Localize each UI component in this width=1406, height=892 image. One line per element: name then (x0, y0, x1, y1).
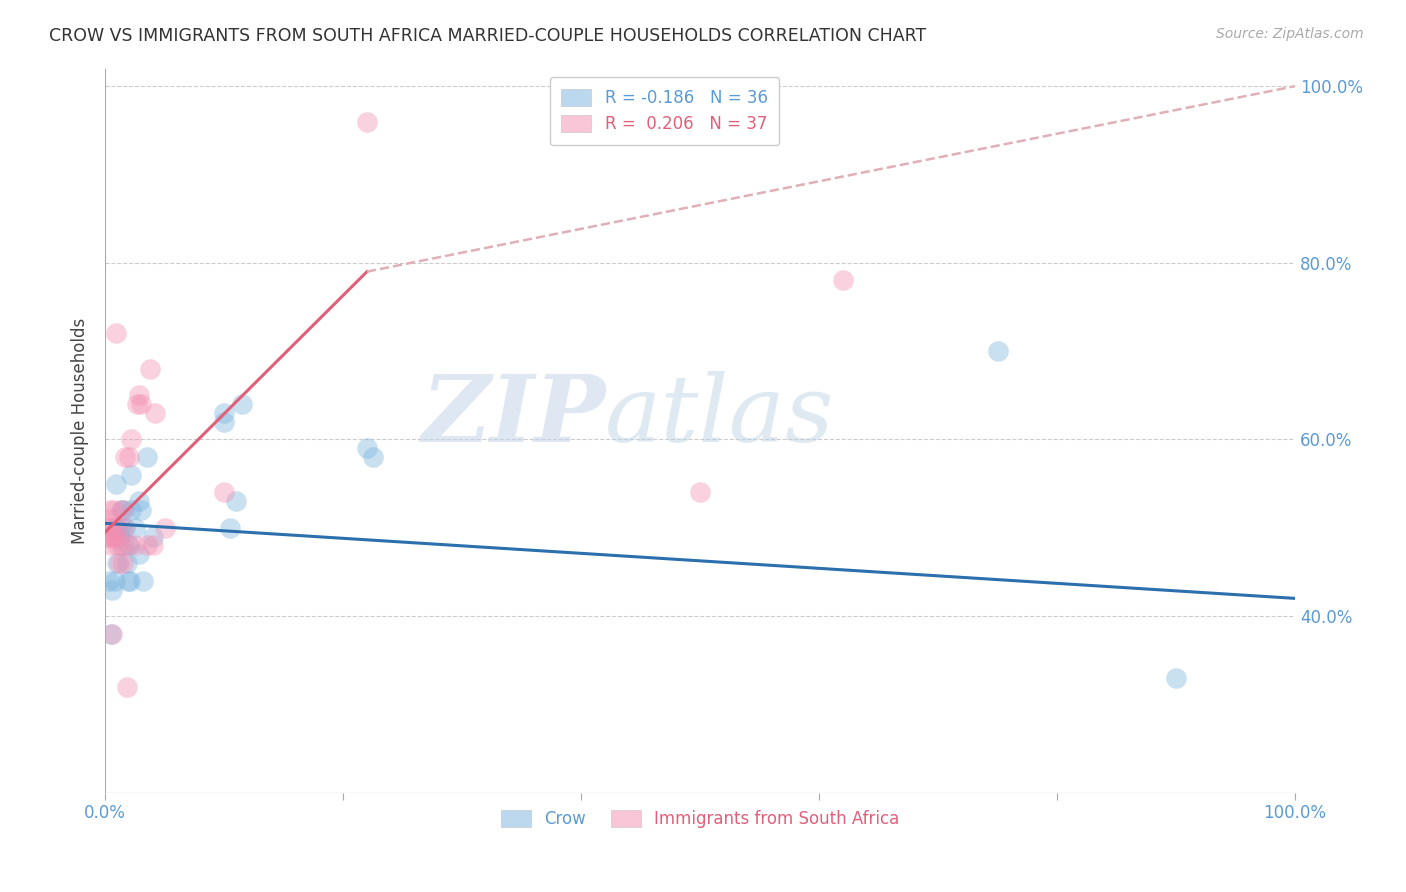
Point (135, 538, 157, 552)
Point (104, 326, 127, 341)
Point (1164, 671, 1187, 685)
Point (120, 467, 142, 482)
Point (120, 433, 142, 447)
Text: Source: ZipAtlas.com: Source: ZipAtlas.com (1216, 27, 1364, 41)
Point (128, 388, 150, 402)
Point (356, 442, 378, 456)
Point (118, 538, 141, 552)
Y-axis label: Married-couple Households: Married-couple Households (72, 318, 89, 544)
Point (100, 538, 122, 552)
Point (129, 397, 152, 411)
Point (112, 521, 135, 535)
Point (108, 530, 131, 544)
Point (231, 397, 253, 411)
Point (97, 530, 120, 544)
Point (128, 494, 150, 508)
Point (987, 344, 1010, 359)
Point (105, 521, 128, 535)
Point (115, 556, 138, 570)
Point (104, 574, 127, 588)
Point (105, 538, 128, 552)
Text: CROW VS IMMIGRANTS FROM SOUTH AFRICA MARRIED-COUPLE HOUSEHOLDS CORRELATION CHART: CROW VS IMMIGRANTS FROM SOUTH AFRICA MAR… (49, 27, 927, 45)
Point (143, 406, 166, 420)
Point (110, 503, 132, 517)
Point (120, 574, 142, 588)
Point (124, 538, 146, 552)
Point (114, 521, 136, 535)
Point (117, 574, 139, 588)
Point (104, 530, 127, 544)
Point (98, 530, 121, 544)
Point (689, 485, 711, 500)
Point (212, 415, 235, 429)
Point (111, 503, 134, 517)
Point (127, 397, 149, 411)
Point (105, 556, 128, 570)
Point (104, 521, 127, 535)
Point (105, 521, 128, 535)
Point (831, 273, 853, 287)
Text: ZIP: ZIP (420, 371, 605, 461)
Point (98, 503, 121, 517)
Point (120, 503, 142, 517)
Point (103, 503, 125, 517)
Point (97, 521, 120, 535)
Point (103, 530, 125, 544)
Point (361, 450, 384, 464)
Point (153, 521, 176, 535)
Point (212, 485, 235, 500)
Legend: Crow, Immigrants from South Africa: Crow, Immigrants from South Africa (494, 804, 905, 835)
Point (135, 450, 157, 464)
Point (108, 556, 131, 570)
Point (100, 626, 122, 640)
Point (225, 494, 247, 508)
Point (110, 538, 132, 552)
Point (112, 503, 135, 517)
Point (129, 503, 152, 517)
Point (124, 521, 146, 535)
Point (117, 538, 139, 552)
Point (101, 626, 124, 640)
Point (132, 574, 155, 588)
Point (118, 450, 141, 464)
Point (112, 556, 135, 570)
Point (97, 512, 120, 526)
Point (100, 521, 122, 535)
Point (114, 450, 136, 464)
Point (219, 521, 242, 535)
Text: atlas: atlas (605, 371, 834, 461)
Point (112, 538, 135, 552)
Point (212, 406, 235, 420)
Point (142, 538, 165, 552)
Point (101, 582, 124, 597)
Point (110, 521, 132, 535)
Point (139, 361, 162, 376)
Point (104, 476, 127, 491)
Point (356, 114, 378, 128)
Point (97, 574, 120, 588)
Point (115, 680, 138, 694)
Point (142, 530, 165, 544)
Point (128, 547, 150, 561)
